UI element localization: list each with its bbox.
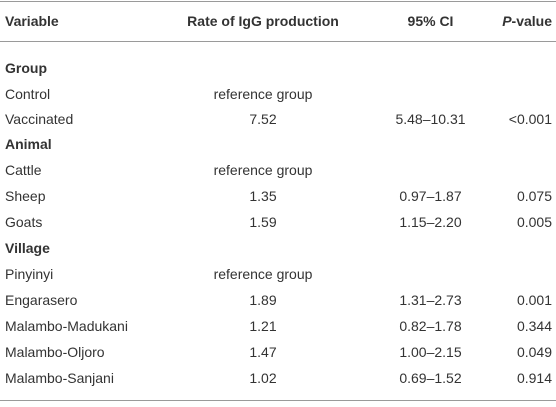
rate-cell: 1.47	[249, 344, 277, 360]
rate-cell: 1.02	[249, 370, 277, 386]
section-row-group: Group	[0, 56, 556, 80]
section-row-animal: Animal	[0, 132, 556, 156]
rate-cell: reference group	[213, 86, 313, 102]
p-value-cell: 0.914	[516, 370, 552, 386]
rate-cell: reference group	[213, 266, 313, 282]
table-row: Engarasero 1.89 1.31–2.73 0.001	[0, 288, 556, 312]
variable-cell: Sheep	[5, 188, 46, 204]
rate-cell: 7.52	[249, 111, 277, 127]
header-variable: Variable	[5, 13, 59, 29]
ci-cell: 1.15–2.20	[399, 214, 462, 230]
p-value-cell: 0.075	[516, 188, 552, 204]
variable-cell: Malambo-Madukani	[5, 318, 128, 334]
table-header-row: Variable Rate of IgG production 95% CI P…	[0, 9, 556, 33]
rate-cell: 1.89	[249, 292, 277, 308]
table-row: Malambo-Madukani 1.21 0.82–1.78 0.344	[0, 314, 556, 338]
ci-cell: 1.00–2.15	[399, 344, 462, 360]
table-row: Vaccinated 7.52 5.48–10.31 <0.001	[0, 107, 556, 131]
ci-cell: 0.97–1.87	[399, 188, 462, 204]
table-row: Malambo-Sanjani 1.02 0.69–1.52 0.914	[0, 366, 556, 390]
table-row: Control reference group	[0, 82, 556, 106]
ci-cell: 0.69–1.52	[399, 370, 462, 386]
header-p-rest: -value	[511, 13, 552, 29]
table-row: Cattle reference group	[0, 158, 556, 182]
header-ci: 95% CI	[407, 13, 454, 29]
p-value-cell: 0.001	[516, 292, 552, 308]
ci-cell: 5.48–10.31	[395, 111, 466, 127]
variable-cell: Goats	[5, 214, 43, 230]
variable-cell: Malambo-Oljoro	[5, 344, 105, 360]
variable-cell: Cattle	[5, 162, 42, 178]
ci-cell: 1.31–2.73	[399, 292, 462, 308]
variable-cell: Control	[5, 86, 51, 102]
p-value-cell: 0.049	[516, 344, 552, 360]
table-row: Malambo-Oljoro 1.47 1.00–2.15 0.049	[0, 340, 556, 364]
p-value-cell: 0.344	[516, 318, 552, 334]
variable-cell: Vaccinated	[5, 111, 74, 127]
table-row: Sheep 1.35 0.97–1.87 0.075	[0, 184, 556, 208]
header-rate: Rate of IgG production	[187, 13, 339, 29]
section-title: Animal	[5, 136, 52, 152]
header-p-italic: P	[502, 13, 512, 29]
variable-cell: Malambo-Sanjani	[5, 370, 114, 386]
section-title: Village	[5, 240, 50, 256]
table-header-rule	[0, 41, 556, 42]
table-bottom-rule	[0, 400, 556, 401]
variable-cell: Engarasero	[5, 292, 78, 308]
header-p-value: P-value	[496, 9, 552, 33]
rate-cell: reference group	[213, 162, 313, 178]
p-value-cell: 0.005	[516, 214, 552, 230]
rate-cell: 1.21	[249, 318, 277, 334]
section-row-village: Village	[0, 236, 556, 260]
p-value-cell: <0.001	[508, 111, 552, 127]
table-row: Pinyinyi reference group	[0, 262, 556, 286]
section-title: Group	[5, 60, 47, 76]
rate-cell: 1.35	[249, 188, 277, 204]
rate-cell: 1.59	[249, 214, 277, 230]
table-top-rule	[0, 1, 556, 2]
ci-cell: 0.82–1.78	[399, 318, 462, 334]
table-row: Goats 1.59 1.15–2.20 0.005	[0, 210, 556, 234]
variable-cell: Pinyinyi	[5, 266, 54, 282]
